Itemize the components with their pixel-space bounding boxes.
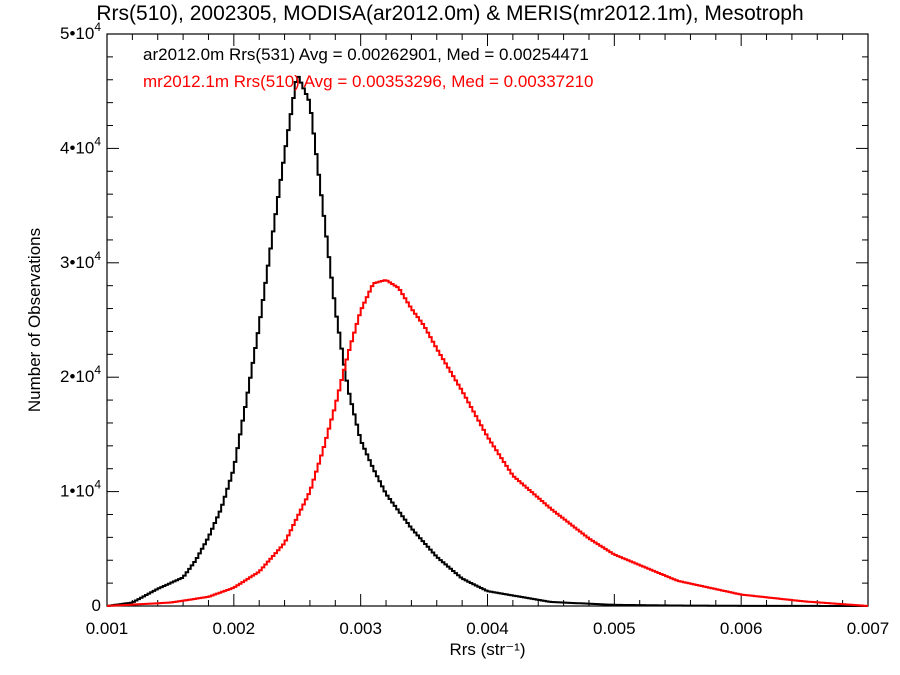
legend-entry-1: ar2012.0m Rrs(531) Avg = 0.00262901, Med… bbox=[143, 45, 589, 64]
x-tick-label: 0.004 bbox=[466, 619, 509, 638]
y-axis-label: Number of Observations bbox=[25, 228, 44, 412]
x-tick-label: 0.001 bbox=[86, 619, 129, 638]
series-line-1 bbox=[107, 75, 868, 607]
x-tick-label: 0.003 bbox=[339, 619, 382, 638]
y-tick-label: 2•104 bbox=[60, 363, 101, 386]
legend-entry-2: mr2012.1m Rrs(510) Avg = 0.00353296, Med… bbox=[143, 72, 594, 91]
plot-frame bbox=[106, 33, 869, 607]
y-tick-label: 4•104 bbox=[60, 134, 101, 157]
x-tick-label: 0.005 bbox=[593, 619, 636, 638]
y-tick-label: 3•104 bbox=[60, 249, 101, 272]
y-tick-label: 1•104 bbox=[60, 478, 101, 501]
chart-title: Rrs(510), 2002305, MODISA(ar2012.0m) & M… bbox=[96, 2, 804, 25]
y-tick-label: 0 bbox=[92, 596, 101, 615]
x-tick-label: 0.006 bbox=[720, 619, 763, 638]
series-line-2 bbox=[107, 279, 868, 607]
x-tick-label: 0.002 bbox=[213, 619, 256, 638]
x-axis-label: Rrs (str⁻¹) bbox=[449, 640, 525, 659]
x-tick-label: 0.007 bbox=[847, 619, 890, 638]
y-tick-label: 5•104 bbox=[60, 20, 101, 43]
